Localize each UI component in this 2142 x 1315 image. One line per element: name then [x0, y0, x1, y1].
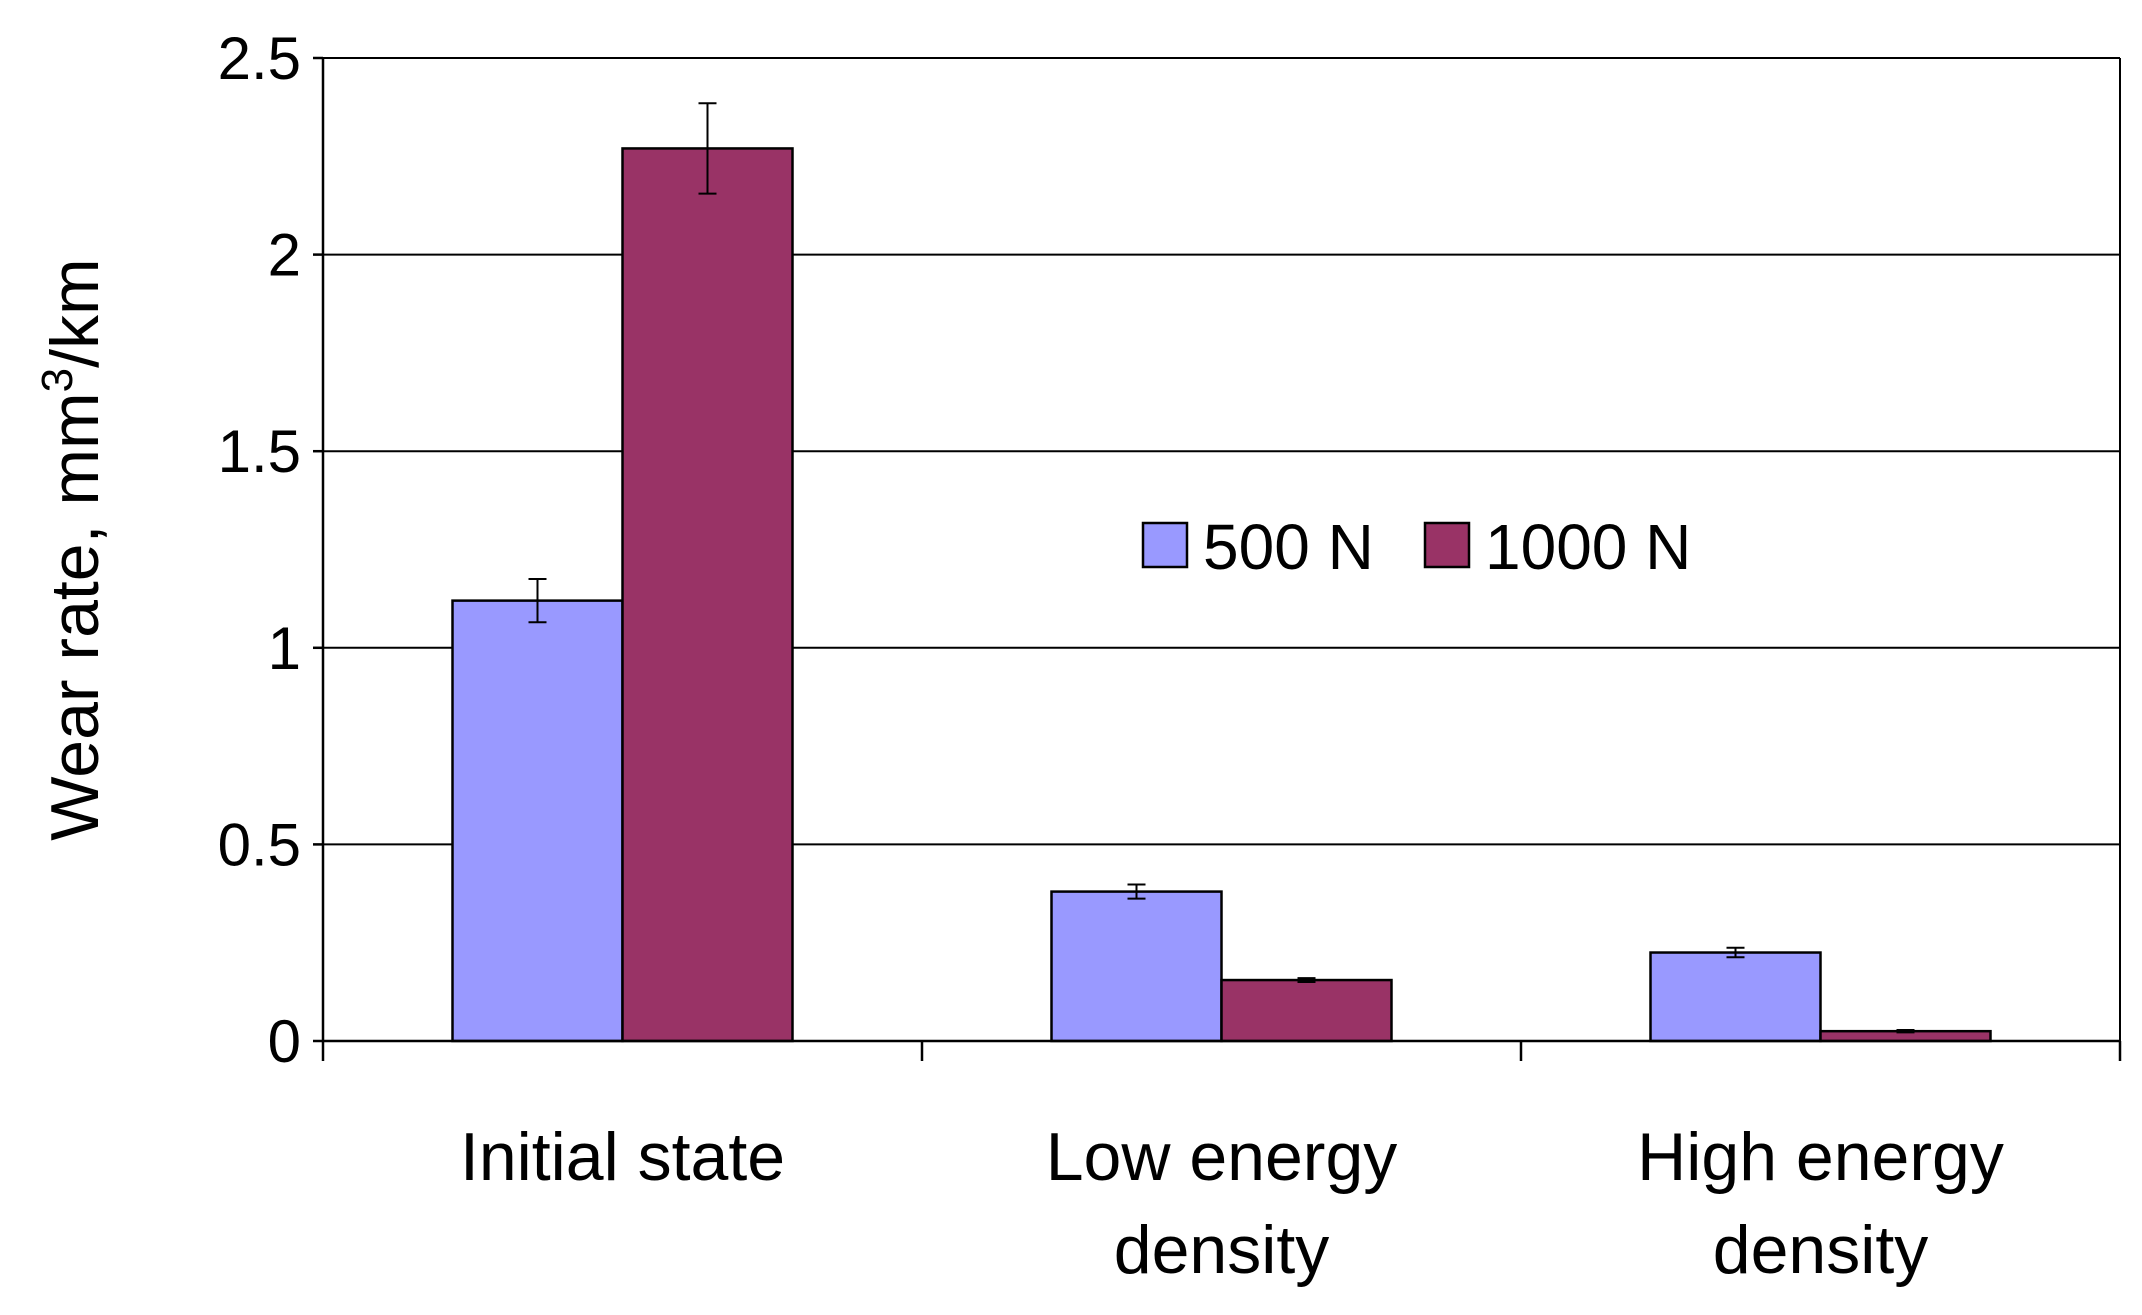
y-axis-title-text: Wear rate, mm: [37, 392, 113, 840]
bar-series1: [451, 599, 624, 1043]
y-tick-label: 1.5: [218, 418, 301, 485]
x-category-label: Low energy: [1046, 1119, 1398, 1195]
x-category-label: High energy: [1637, 1119, 2004, 1195]
x-category-label: density: [1114, 1212, 1329, 1288]
legend-swatch: [1423, 521, 1471, 569]
bar-series1: [1050, 890, 1223, 1043]
y-tick-label: 0: [268, 1008, 301, 1075]
y-axis-title: Wear rate, mm3/km: [33, 258, 113, 840]
legend-label: 500 N: [1203, 511, 1374, 583]
y-tick-label: 1: [268, 615, 301, 682]
bar-series1: [1649, 951, 1822, 1043]
legend: 500 N 1000 N: [1141, 511, 1691, 583]
y-tick-label: 2: [268, 222, 301, 289]
bar-series2: [1220, 978, 1393, 1043]
legend-swatch: [1141, 521, 1189, 569]
x-category-label: density: [1713, 1212, 1928, 1288]
axis-labels: 0 0.5 1 1.5 2 2.5 Initial state Low energy densi…: [33, 25, 2004, 1288]
y-tick-label: 2.5: [218, 25, 301, 92]
y-tick-label: 0.5: [218, 811, 301, 878]
error-bars: [528, 102, 1915, 1034]
y-axis-title-superscript: 3: [33, 368, 82, 392]
y-axis-title-unit: /km: [37, 258, 113, 368]
bars: [451, 147, 1992, 1043]
axes: [313, 56, 2122, 1061]
legend-label: 1000 N: [1485, 511, 1691, 583]
bar-series2: [621, 147, 794, 1043]
x-category-label: Initial state: [460, 1119, 785, 1195]
